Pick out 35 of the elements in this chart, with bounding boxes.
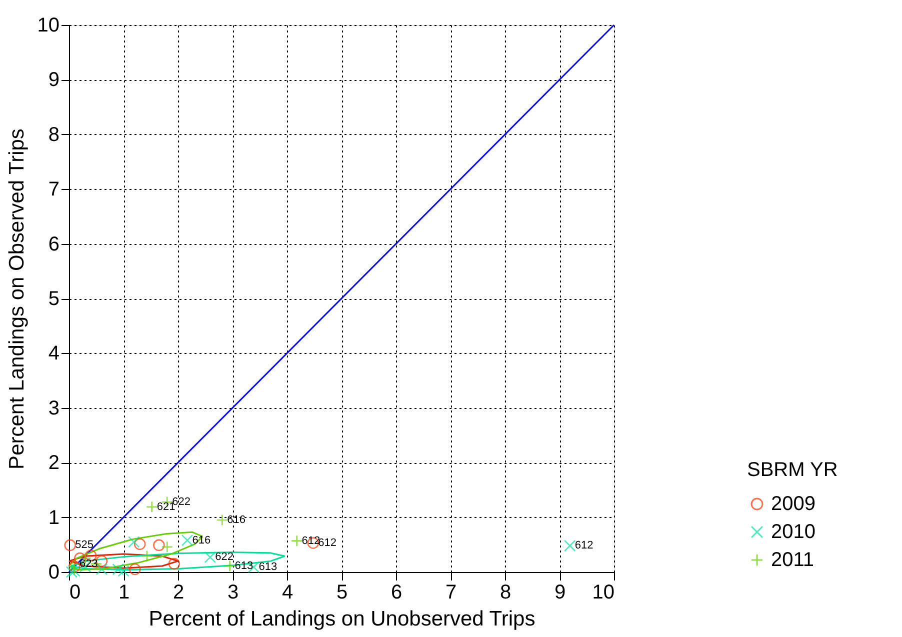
y-tick-label: 9 bbox=[48, 69, 60, 92]
x-tick-label: 2 bbox=[172, 582, 184, 604]
y-tick-label: 5 bbox=[48, 288, 60, 310]
y-tick-label: 6 bbox=[48, 233, 60, 256]
y-tick-label: 8 bbox=[48, 124, 60, 146]
x-tick-label: 3 bbox=[227, 582, 239, 604]
x-tick-label: 5 bbox=[336, 582, 348, 604]
x-tick-label: 1 bbox=[118, 582, 130, 604]
annotation: 612 bbox=[574, 540, 594, 552]
annotation: 616 bbox=[227, 514, 246, 526]
annotation: 622 bbox=[172, 496, 190, 508]
y-tick-label: 2 bbox=[48, 452, 60, 474]
y-tick-label: 0 bbox=[48, 562, 60, 584]
x-tick-label: 6 bbox=[390, 582, 402, 604]
x-tick-label: 10 bbox=[592, 582, 614, 604]
annotation: 612 bbox=[318, 537, 337, 550]
annotation: 525 bbox=[75, 539, 94, 552]
x-tick-label: 8 bbox=[500, 582, 512, 604]
x-tick-label: 7 bbox=[445, 582, 457, 604]
y-tick-label: 10 bbox=[37, 14, 60, 36]
legend-label: 2010 bbox=[771, 521, 816, 543]
annotation: 613 bbox=[258, 561, 278, 574]
y-tick-label: 3 bbox=[48, 397, 60, 420]
legend-label: 2011 bbox=[771, 549, 814, 571]
y-axis-title: Percent Landings on Observed Trips bbox=[5, 128, 28, 470]
x-tick-label: 4 bbox=[282, 582, 294, 604]
legend-title: SBRM YR bbox=[747, 459, 838, 481]
x-tick-label: 0 bbox=[70, 582, 81, 604]
annotation: 622 bbox=[215, 551, 234, 564]
legend-label: 2009 bbox=[771, 493, 816, 515]
y-tick-label: 7 bbox=[48, 178, 60, 201]
y-tick-label: 1 bbox=[48, 506, 60, 529]
x-tick-label: 9 bbox=[554, 582, 566, 604]
x-axis-title: Percent of Landings on Unobserved Trips bbox=[148, 608, 536, 630]
y-tick-label: 4 bbox=[48, 342, 60, 365]
